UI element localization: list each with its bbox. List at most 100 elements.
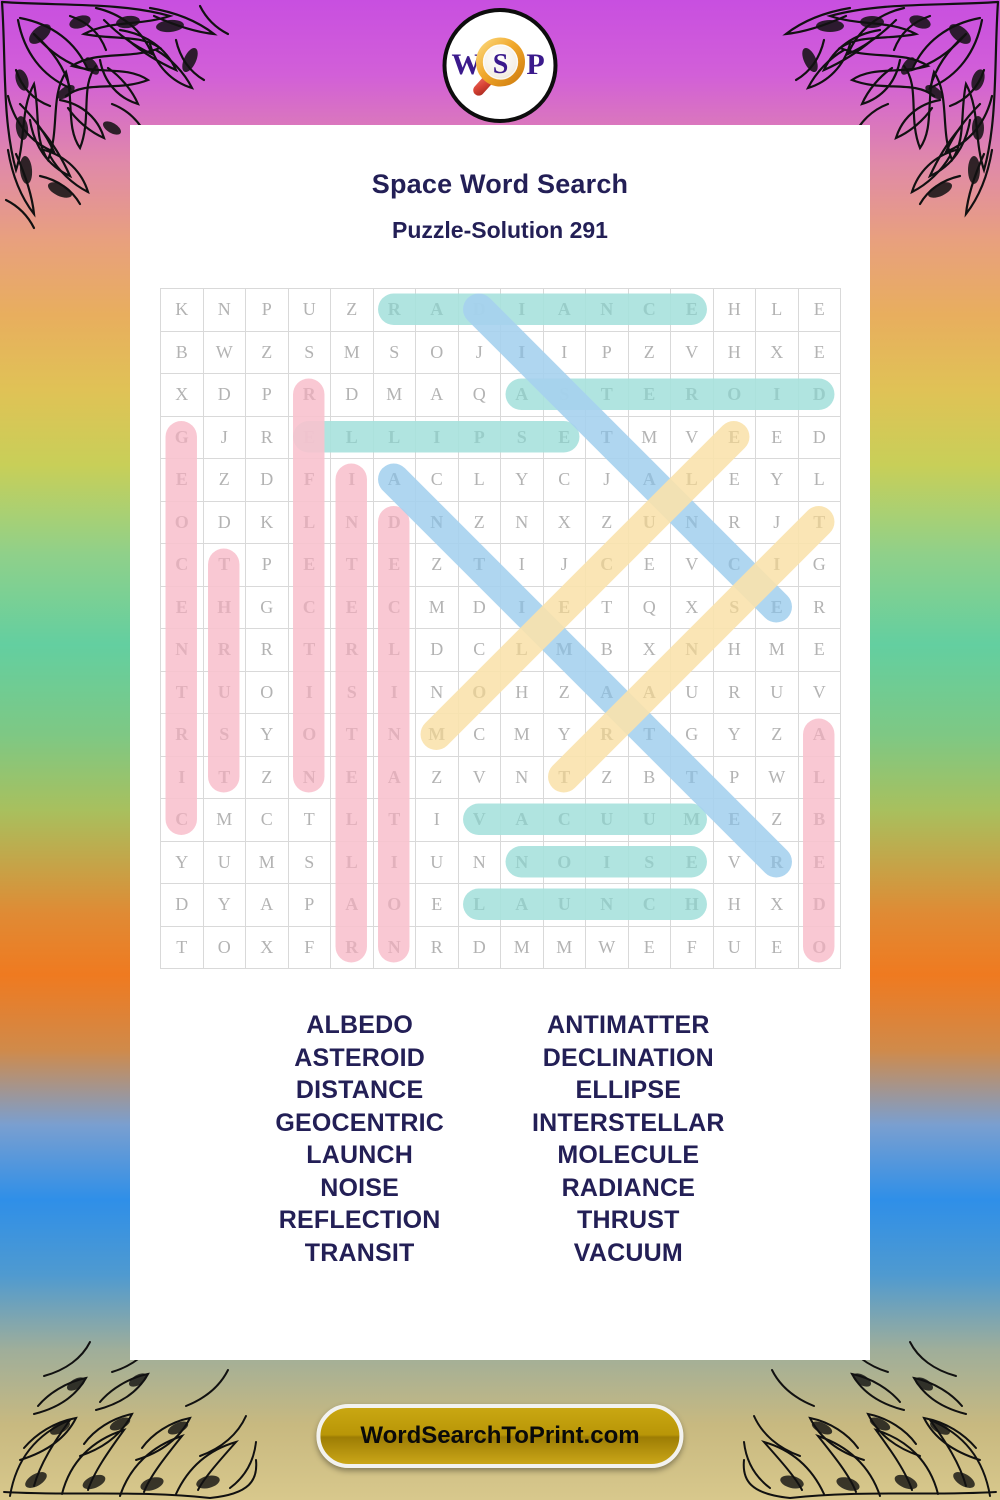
grid-cell[interactable]: Z bbox=[542, 670, 586, 714]
grid-cell[interactable]: N bbox=[500, 840, 544, 884]
grid-cell[interactable]: N bbox=[585, 288, 629, 332]
grid-cell[interactable]: T bbox=[202, 755, 246, 799]
grid-cell[interactable]: A bbox=[500, 883, 544, 927]
grid-cell[interactable]: R bbox=[245, 415, 289, 459]
grid-cell[interactable]: A bbox=[330, 883, 374, 927]
grid-cell[interactable]: C bbox=[627, 883, 671, 927]
grid-cell[interactable]: D bbox=[330, 373, 374, 417]
grid-cell[interactable]: A bbox=[245, 883, 289, 927]
grid-cell[interactable]: M bbox=[202, 798, 246, 842]
grid-cell[interactable]: N bbox=[585, 883, 629, 927]
grid-cell[interactable]: Z bbox=[245, 755, 289, 799]
grid-cell[interactable]: L bbox=[330, 415, 374, 459]
grid-cell[interactable]: U bbox=[670, 670, 714, 714]
grid-cell[interactable]: S bbox=[287, 840, 331, 884]
grid-cell[interactable]: X bbox=[160, 373, 204, 417]
grid-cell[interactable]: U bbox=[202, 670, 246, 714]
grid-cell[interactable]: P bbox=[245, 288, 289, 332]
grid-cell[interactable]: E bbox=[712, 415, 756, 459]
grid-cell[interactable]: E bbox=[755, 925, 799, 969]
grid-cell[interactable]: S bbox=[712, 585, 756, 629]
grid-cell[interactable]: E bbox=[627, 373, 671, 417]
grid-cell[interactable]: U bbox=[202, 840, 246, 884]
grid-cell[interactable]: E bbox=[330, 585, 374, 629]
grid-cell[interactable]: F bbox=[287, 925, 331, 969]
grid-cell[interactable]: I bbox=[755, 543, 799, 587]
grid-cell[interactable]: Z bbox=[755, 798, 799, 842]
grid-cell[interactable]: A bbox=[372, 755, 416, 799]
grid-cell[interactable]: D bbox=[202, 500, 246, 544]
grid-cell[interactable]: B bbox=[585, 628, 629, 672]
grid-cell[interactable]: S bbox=[542, 373, 586, 417]
grid-cell[interactable]: C bbox=[542, 798, 586, 842]
grid-cell[interactable]: H bbox=[670, 883, 714, 927]
grid-cell[interactable]: M bbox=[500, 713, 544, 757]
grid-cell[interactable]: T bbox=[797, 500, 841, 544]
grid-cell[interactable]: A bbox=[627, 670, 671, 714]
grid-cell[interactable]: I bbox=[287, 670, 331, 714]
grid-cell[interactable]: E bbox=[287, 415, 331, 459]
grid-cell[interactable]: S bbox=[627, 840, 671, 884]
grid-cell[interactable]: L bbox=[457, 883, 501, 927]
grid-cell[interactable]: N bbox=[372, 713, 416, 757]
grid-cell[interactable]: T bbox=[585, 373, 629, 417]
grid-cell[interactable]: B bbox=[627, 755, 671, 799]
grid-cell[interactable]: X bbox=[755, 330, 799, 374]
grid-cell[interactable]: Y bbox=[755, 458, 799, 502]
grid-cell[interactable]: R bbox=[797, 585, 841, 629]
grid-cell[interactable]: C bbox=[627, 288, 671, 332]
grid-cell[interactable]: N bbox=[415, 670, 459, 714]
grid-cell[interactable]: H bbox=[712, 883, 756, 927]
grid-cell[interactable]: N bbox=[330, 500, 374, 544]
grid-cell[interactable]: Y bbox=[160, 840, 204, 884]
grid-cell[interactable]: L bbox=[755, 288, 799, 332]
grid-cell[interactable]: R bbox=[712, 500, 756, 544]
grid-cell[interactable]: R bbox=[160, 713, 204, 757]
grid-cell[interactable]: N bbox=[500, 500, 544, 544]
grid-cell[interactable]: D bbox=[457, 585, 501, 629]
website-button[interactable]: WordSearchToPrint.com bbox=[316, 1404, 684, 1468]
grid-cell[interactable]: M bbox=[670, 798, 714, 842]
grid-cell[interactable]: W bbox=[585, 925, 629, 969]
grid-cell[interactable]: L bbox=[797, 755, 841, 799]
grid-cell[interactable]: I bbox=[500, 543, 544, 587]
grid-cell[interactable]: E bbox=[712, 458, 756, 502]
grid-cell[interactable]: A bbox=[500, 373, 544, 417]
grid-cell[interactable]: M bbox=[542, 628, 586, 672]
grid-cell[interactable]: I bbox=[500, 288, 544, 332]
grid-cell[interactable]: A bbox=[372, 458, 416, 502]
grid-cell[interactable]: Y bbox=[245, 713, 289, 757]
grid-cell[interactable]: V bbox=[670, 415, 714, 459]
grid-cell[interactable]: S bbox=[287, 330, 331, 374]
grid-cell[interactable]: S bbox=[330, 670, 374, 714]
grid-cell[interactable]: N bbox=[202, 288, 246, 332]
grid-cell[interactable]: N bbox=[160, 628, 204, 672]
grid-cell[interactable]: D bbox=[372, 500, 416, 544]
grid-cell[interactable]: A bbox=[797, 713, 841, 757]
grid-cell[interactable]: Z bbox=[415, 755, 459, 799]
grid-cell[interactable]: M bbox=[415, 713, 459, 757]
grid-cell[interactable]: O bbox=[542, 840, 586, 884]
grid-cell[interactable]: V bbox=[457, 755, 501, 799]
grid-cell[interactable]: T bbox=[585, 585, 629, 629]
grid-cell[interactable]: N bbox=[670, 628, 714, 672]
grid-cell[interactable]: Y bbox=[712, 713, 756, 757]
grid-cell[interactable]: S bbox=[500, 415, 544, 459]
grid-cell[interactable]: R bbox=[202, 628, 246, 672]
grid-cell[interactable]: I bbox=[330, 458, 374, 502]
grid-cell[interactable]: C bbox=[160, 543, 204, 587]
grid-cell[interactable]: E bbox=[797, 840, 841, 884]
grid-cell[interactable]: A bbox=[627, 458, 671, 502]
grid-cell[interactable]: T bbox=[585, 415, 629, 459]
grid-cell[interactable]: T bbox=[287, 628, 331, 672]
grid-cell[interactable]: E bbox=[542, 585, 586, 629]
grid-cell[interactable]: T bbox=[160, 670, 204, 714]
grid-cell[interactable]: J bbox=[202, 415, 246, 459]
grid-cell[interactable]: Z bbox=[415, 543, 459, 587]
grid-cell[interactable]: D bbox=[160, 883, 204, 927]
grid-cell[interactable]: T bbox=[330, 713, 374, 757]
grid-cell[interactable]: E bbox=[372, 543, 416, 587]
grid-cell[interactable]: A bbox=[585, 670, 629, 714]
grid-cell[interactable]: N bbox=[372, 925, 416, 969]
